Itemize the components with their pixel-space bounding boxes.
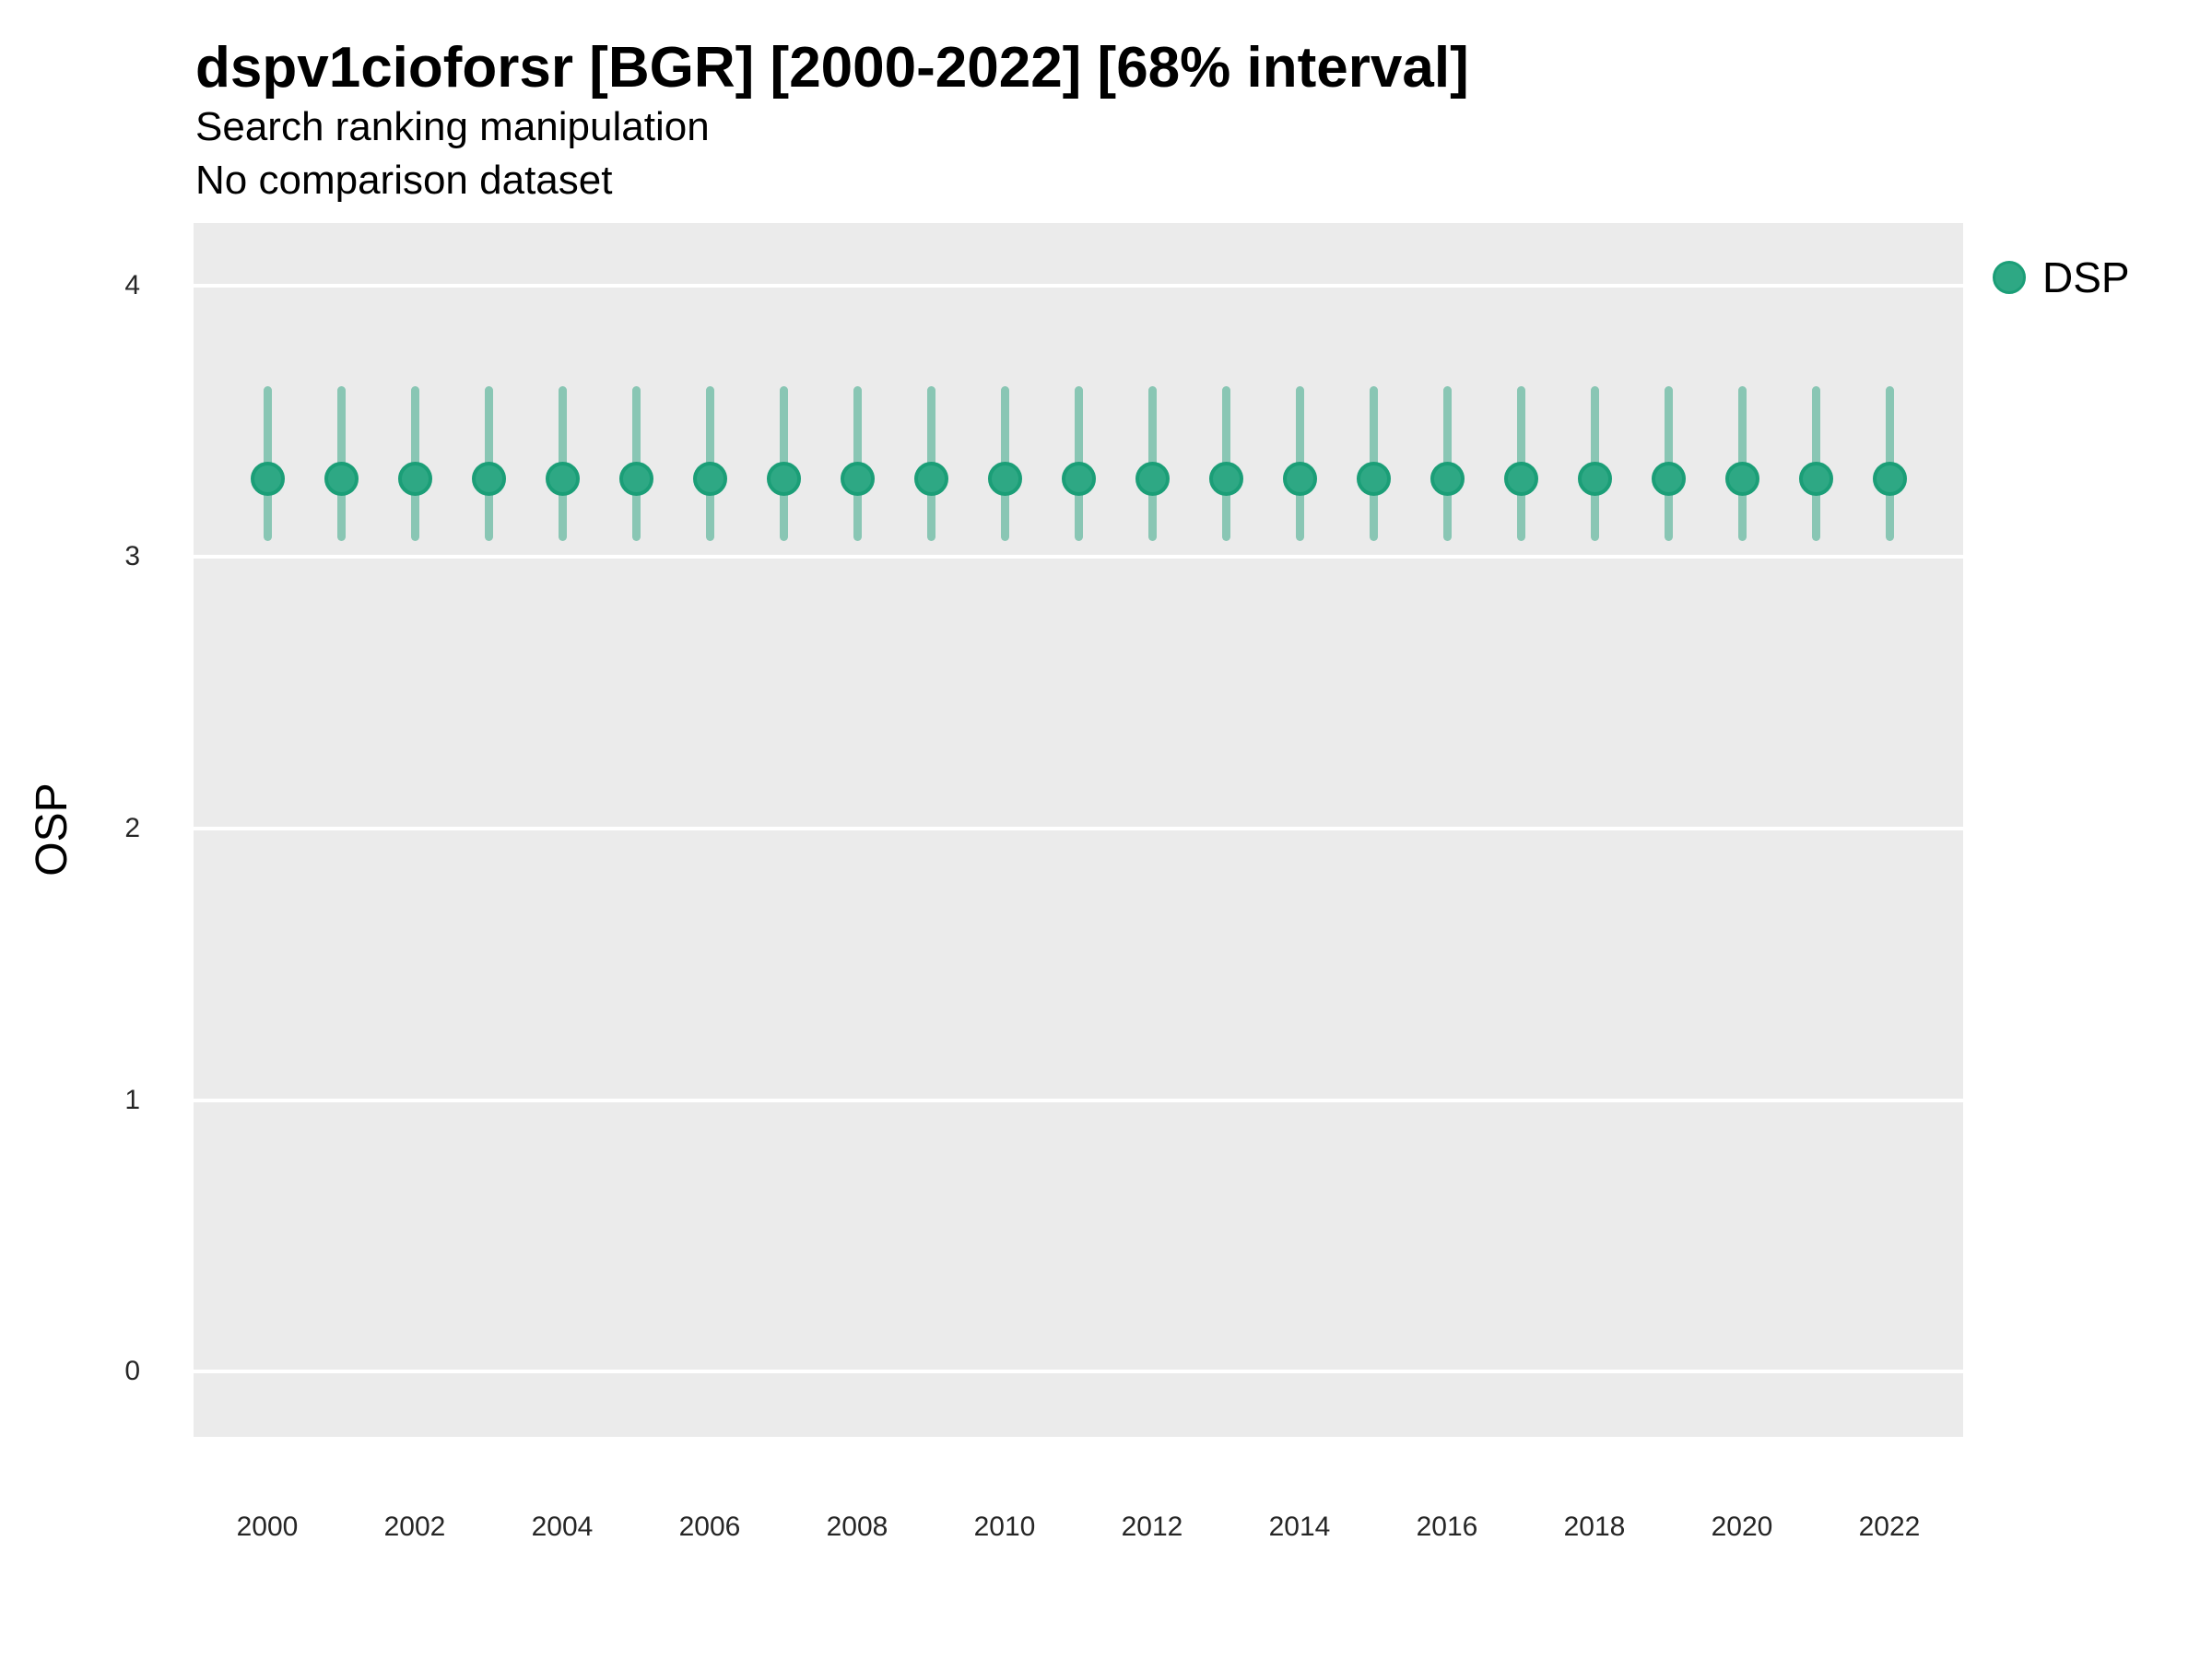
gridline-y2 [194,827,1963,831]
data-point [1799,461,1833,496]
x-tick-label: 2012 [1121,1512,1183,1542]
gridline-y3 [194,555,1963,559]
data-point [546,461,580,496]
data-point [324,461,359,496]
data-point [988,461,1022,496]
data-point [1504,461,1538,496]
data-point [1430,461,1465,496]
x-tick-label: 2020 [1711,1512,1773,1542]
gridline-y0 [194,1370,1963,1374]
x-tick-label: 2004 [531,1512,594,1542]
legend-key-dot [1993,261,2026,294]
data-point [251,461,285,496]
y-tick-label: 4 [124,269,140,300]
x-tick-label: 2006 [678,1512,741,1542]
data-point [1578,461,1612,496]
x-tick-label: 2022 [1858,1512,1921,1542]
data-point [693,461,727,496]
data-point [1357,461,1391,496]
x-tick-label: 2002 [383,1512,446,1542]
data-point [1135,461,1170,496]
x-tick-label: 2014 [1268,1512,1331,1542]
chart-subtitle-line1: Search ranking manipulation [195,104,710,149]
data-point [914,461,948,496]
y-tick-label: 2 [124,813,140,844]
data-point [1873,461,1907,496]
gridline-y4 [194,283,1963,288]
data-point [1062,461,1096,496]
x-tick-label: 2008 [826,1512,888,1542]
data-point [841,461,875,496]
x-tick-label: 2000 [236,1512,299,1542]
x-tick-label: 2010 [973,1512,1036,1542]
gridline-y1 [194,1098,1963,1102]
legend-label: DSP [2042,253,2130,301]
data-point [767,461,801,496]
data-point [1725,461,1759,496]
legend: DSP [1993,253,2130,301]
y-tick-label: 3 [124,541,140,572]
data-point [472,461,506,496]
x-tick-label: 2016 [1416,1512,1478,1542]
data-point [1283,461,1317,496]
y-tick-label: 1 [124,1084,140,1115]
x-tick-label: 2018 [1563,1512,1626,1542]
data-point [619,461,653,496]
y-tick-label: 0 [124,1356,140,1387]
data-point [398,461,432,496]
chart-title: dspv1cioforsr [BGR] [2000-2022] [68% int… [195,36,1469,100]
chart-subtitle-line2: No comparison dataset [195,158,613,203]
data-point [1209,461,1243,496]
data-point [1652,461,1686,496]
